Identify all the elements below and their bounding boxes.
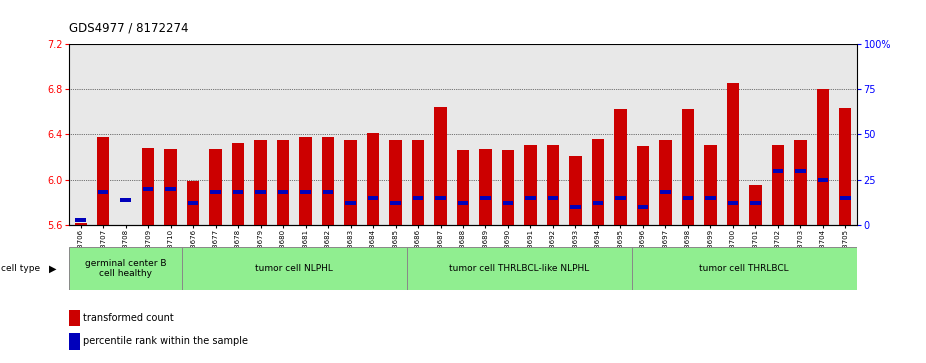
Bar [660, 191, 670, 194]
Bar [322, 136, 334, 225]
Bar [749, 185, 761, 225]
Bar [69, 333, 80, 350]
Text: GDS4977 / 8172274: GDS4977 / 8172274 [69, 22, 189, 35]
Text: germinal center B
cell healthy: germinal center B cell healthy [85, 259, 167, 278]
Bar [232, 143, 244, 225]
Bar [181, 247, 407, 290]
Bar [547, 196, 558, 200]
Bar [502, 150, 514, 225]
Bar [407, 247, 632, 290]
Bar [795, 169, 806, 172]
Bar [97, 136, 109, 225]
Bar [638, 205, 648, 209]
Text: transformed count: transformed count [82, 313, 173, 323]
Bar [368, 196, 379, 200]
Bar [74, 223, 87, 225]
Bar [278, 191, 288, 194]
Text: tumor cell THRLBCL: tumor cell THRLBCL [699, 264, 789, 273]
Bar [771, 144, 784, 225]
Bar [142, 148, 155, 225]
Bar [435, 196, 445, 200]
Bar [165, 149, 177, 225]
Bar [503, 201, 513, 205]
Bar [615, 196, 626, 200]
Text: ▶: ▶ [49, 264, 56, 274]
Bar [705, 196, 716, 200]
Bar [480, 149, 492, 225]
Bar [69, 310, 80, 326]
Bar [727, 83, 739, 225]
Bar [434, 107, 446, 225]
Bar [120, 198, 131, 201]
Bar [570, 205, 581, 209]
Bar [457, 150, 469, 225]
Text: tumor cell NLPHL: tumor cell NLPHL [256, 264, 333, 273]
Bar [119, 225, 131, 228]
Bar [457, 201, 469, 205]
Bar [728, 201, 738, 205]
Bar [546, 144, 559, 225]
Bar [839, 108, 852, 225]
Bar [232, 191, 244, 194]
Bar [525, 196, 536, 200]
Bar [682, 196, 694, 200]
Bar [614, 109, 627, 225]
Bar [300, 191, 311, 194]
Bar [256, 191, 266, 194]
Bar [69, 247, 181, 290]
Bar [166, 187, 176, 191]
Bar [389, 140, 402, 225]
Bar [592, 139, 604, 225]
Bar [412, 140, 424, 225]
Bar [818, 178, 828, 182]
Bar [255, 140, 267, 225]
Bar [277, 140, 289, 225]
Bar [704, 144, 717, 225]
Bar [323, 191, 333, 194]
Bar [682, 109, 694, 225]
Bar [188, 201, 198, 205]
Bar [209, 149, 222, 225]
Bar [75, 218, 86, 221]
Bar [593, 201, 603, 205]
Bar [795, 140, 807, 225]
Bar [632, 247, 857, 290]
Bar [210, 191, 221, 194]
Bar [817, 89, 829, 225]
Bar [481, 196, 491, 200]
Bar [413, 196, 423, 200]
Bar [524, 144, 537, 225]
Bar [187, 181, 199, 225]
Bar [143, 187, 154, 191]
Bar [637, 146, 649, 225]
Bar [345, 201, 356, 205]
Bar [569, 156, 582, 225]
Text: tumor cell THRLBCL-like NLPHL: tumor cell THRLBCL-like NLPHL [449, 264, 589, 273]
Text: percentile rank within the sample: percentile rank within the sample [82, 337, 248, 347]
Bar [390, 201, 401, 205]
Bar [98, 191, 108, 194]
Bar [772, 169, 783, 172]
Bar [750, 201, 760, 205]
Text: cell type: cell type [1, 264, 40, 273]
Bar [659, 140, 671, 225]
Bar [840, 196, 851, 200]
Bar [344, 140, 357, 225]
Bar [299, 136, 312, 225]
Bar [367, 133, 380, 225]
